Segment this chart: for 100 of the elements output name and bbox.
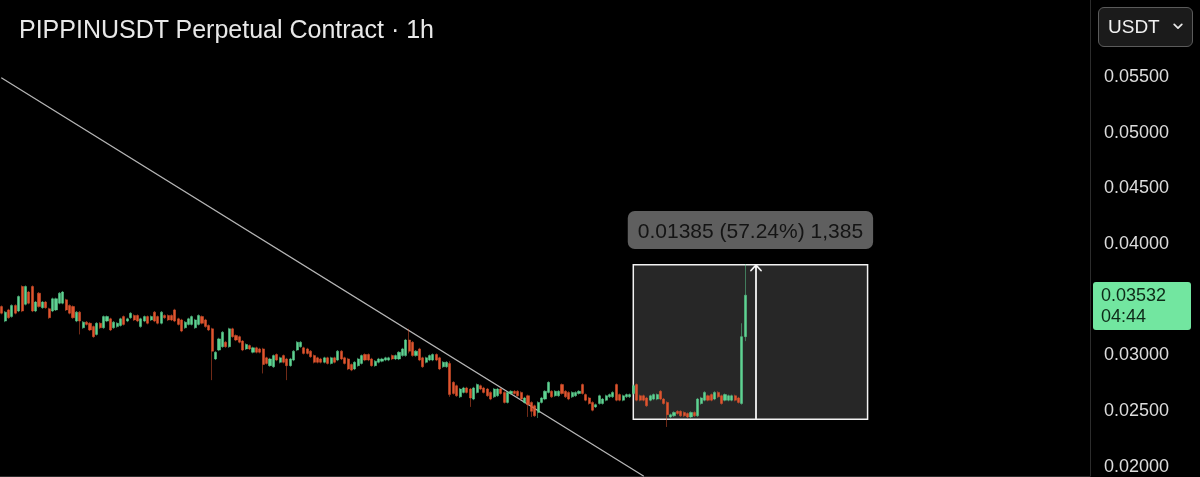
candlestick [180,318,183,333]
candlestick [656,393,659,401]
candlestick [479,384,482,391]
text: 04:44 [1101,305,1148,327]
candlestick [615,383,618,402]
candlestick [268,357,272,367]
candlestick [163,314,166,320]
candlestick [248,344,251,351]
candlestick [51,297,54,313]
candlestick [652,393,655,401]
candlestick [554,389,557,398]
y-tick-label: 0.03000 [1104,344,1170,365]
candlestick [377,357,380,364]
candlestick [160,310,163,325]
candlestick [448,360,451,398]
candlestick [387,356,390,362]
candlestick [279,356,282,364]
candlestick [347,357,350,371]
candlestick [645,396,648,408]
candlestick [224,340,227,349]
candlestick [48,307,51,320]
candlestick [313,354,316,364]
candlestick [82,320,85,330]
candlestick [526,394,530,418]
candlestick [197,314,200,326]
candlestick [622,394,625,402]
candlestick [353,360,356,371]
candlestick [571,391,574,399]
candlestick [204,318,207,328]
candlestick [95,321,98,336]
candlestick [683,411,686,418]
candlestick [720,394,723,405]
candlestick [214,350,217,361]
candlestick [360,354,363,365]
candlestick [109,317,112,332]
candlestick [591,401,594,412]
candlestick [228,327,231,349]
band-label: 0.01385 (57.24%) 1,385 [637,219,864,242]
candlestick [397,350,401,361]
candlestick [462,386,465,394]
candlestick [323,356,326,364]
candlestick [408,328,411,354]
candlestick [370,357,373,367]
candlestick [496,387,499,398]
candlestick [550,389,553,399]
y-tick-label: 0.02000 [1104,455,1170,476]
candlestick [319,357,322,364]
candlestick [285,357,288,381]
candlestick [723,393,727,402]
candlestick [61,290,64,305]
candlestick [37,291,41,308]
candlestick [4,310,7,323]
candlestick [703,391,706,402]
candlestick [78,310,81,335]
candlestick [136,314,139,323]
candlestick [14,304,17,315]
candlestick [523,396,526,404]
candlestick [41,300,44,310]
candlestick [129,311,132,320]
candlestick [262,347,265,374]
candlestick [734,394,737,402]
candlestick [601,397,604,405]
candlestick [184,320,187,330]
candlestick [173,308,176,323]
candlestick [0,305,3,315]
candlestick [513,389,516,395]
candlestick [472,386,475,401]
candlestick [635,383,638,402]
candlestick [374,359,377,367]
candlestick [31,285,34,313]
candlestick [156,315,159,325]
candlestick [632,384,635,395]
candlestick [459,387,462,399]
candlestick [442,360,445,369]
candlestick [445,360,448,369]
candlestick [713,391,716,401]
y-tick-label: 0.04000 [1104,233,1170,254]
candlestick [594,403,597,409]
candlestick [605,394,608,402]
candlestick [438,356,441,371]
candlestick [455,384,458,398]
candlestick [119,317,122,327]
candlestick [71,305,75,320]
candlestick [187,317,190,326]
candlestick [676,409,679,415]
candlestick [666,401,669,428]
candlestick [380,357,384,363]
candlestick [200,315,204,325]
candlestick [628,393,631,399]
candlestick [34,300,37,313]
dropdown-button: USDT [1098,7,1193,47]
candlestick [275,353,278,362]
candlestick [516,389,519,398]
candlestick [24,285,27,306]
candlestick [146,315,149,325]
candlestick [336,349,339,362]
candlestick [316,356,319,364]
candlestick [482,386,485,394]
candlestick [696,397,699,418]
candlestick [560,383,564,395]
